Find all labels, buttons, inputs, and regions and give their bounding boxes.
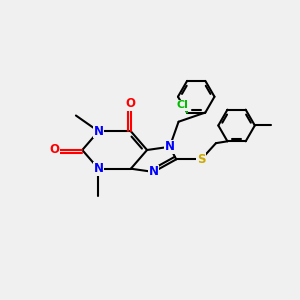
Text: S: S	[197, 153, 206, 166]
Text: N: N	[148, 165, 158, 178]
Text: N: N	[94, 162, 103, 175]
Text: N: N	[165, 140, 175, 153]
Text: Cl: Cl	[177, 100, 189, 110]
Text: O: O	[126, 97, 136, 110]
Text: O: O	[50, 143, 60, 157]
Text: N: N	[94, 125, 103, 138]
